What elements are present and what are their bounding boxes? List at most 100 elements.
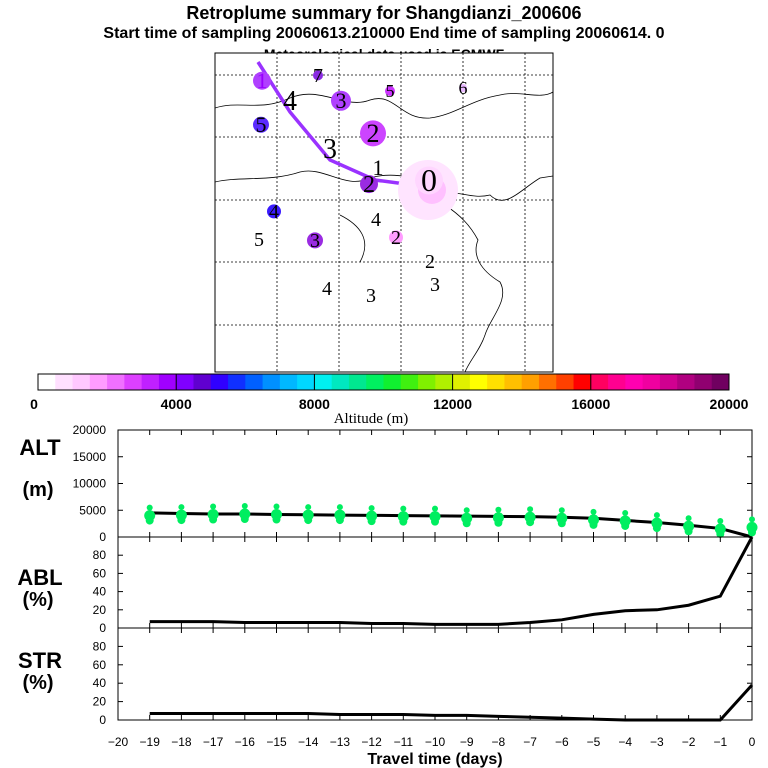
plume-marker-dot [360, 175, 378, 194]
x-tick-label: −4 [618, 735, 632, 749]
colorbar-swatch [538, 374, 557, 390]
coastline [444, 204, 504, 373]
y-axis-label: (%) [22, 589, 53, 611]
altitude-plume-dot [177, 516, 186, 525]
colorbar-swatch [573, 374, 592, 390]
y-axis-label: (m) [22, 479, 53, 501]
plume-day-label: 3 [310, 230, 320, 252]
x-tick-label: −10 [425, 735, 446, 749]
sampling-time-line: Start time of sampling 20060613.210000 E… [103, 25, 665, 42]
plume-marker-dot [331, 90, 351, 111]
colorbar-swatch [694, 374, 713, 390]
plume-marker-dot [389, 230, 403, 245]
altitude-plume-dot [210, 503, 217, 510]
plume-marker-dot [313, 70, 323, 81]
colorbar-swatch [107, 374, 125, 390]
plume-day-label: 2 [363, 172, 375, 198]
altitude-plume-dot [399, 517, 408, 526]
altitude-plume-dot [589, 520, 598, 529]
x-tick-label: −20 [108, 735, 129, 749]
coastline [499, 91, 554, 96]
colorbar-swatch [625, 374, 644, 390]
plume-day-label: 3 [430, 274, 440, 296]
x-tick-label: −2 [682, 735, 696, 749]
colorbar-swatch [72, 374, 91, 390]
x-tick-label: −6 [555, 735, 569, 749]
colorbar-tick-label: 20000 [710, 396, 749, 412]
plume-marker-dot [459, 84, 467, 93]
y-axis-label: (%) [22, 672, 53, 694]
plume-day-label: 2 [391, 227, 401, 249]
altitude-plume-dot [305, 504, 312, 511]
altitude-plume-dot [240, 514, 249, 523]
y-axis-label: STR [18, 648, 62, 673]
y-tick-label: 20000 [73, 423, 107, 437]
plume-day-label: 1 [373, 155, 384, 180]
plume-trajectory [256, 61, 429, 189]
x-tick-label: −15 [266, 735, 287, 749]
altitude-plume-dot [241, 502, 248, 509]
plume-day-label: 5 [386, 81, 395, 101]
altitude-plume-dot [526, 518, 535, 527]
x-axis-label: Travel time (days) [367, 751, 502, 768]
altitude-plume-dot [684, 527, 693, 536]
colorbar-swatch [452, 374, 471, 390]
plume-day-label: 5 [256, 112, 267, 137]
y-axis-label: ALT [19, 435, 61, 460]
altitude-plume-dot [685, 515, 692, 522]
colorbar-swatch [400, 374, 419, 390]
colorbar-swatch [314, 374, 333, 390]
x-tick-label: −11 [394, 735, 414, 749]
plume-day-label: 2 [367, 119, 380, 148]
colorbar-title: Altitude (m) [334, 411, 409, 427]
colorbar-swatch [487, 374, 505, 390]
altitude-plume-dot [622, 509, 629, 516]
plume-day-label: 4 [269, 201, 279, 223]
altitude-plume-dot [748, 528, 756, 537]
altitude-plume-dot [400, 505, 407, 512]
x-tick-label: −13 [330, 735, 351, 749]
plume-marker-dot [253, 116, 269, 133]
colorbar-swatch [262, 374, 281, 390]
colorbar-swatch [521, 374, 540, 390]
plume-day-label: 3 [323, 134, 337, 165]
y-tick-label: 20 [93, 695, 107, 709]
colorbar-swatch [193, 374, 212, 390]
altitude-plume-dot [621, 521, 630, 530]
x-tick-label: −1 [713, 735, 727, 749]
colorbar-swatch [297, 374, 315, 390]
altitude-plume-dot [527, 506, 534, 513]
plume-marker-dot [253, 71, 271, 90]
colorbar-swatch [590, 374, 609, 390]
altitude-plume-dot [462, 519, 471, 528]
chart-title: Retroplume summary for Shangdianzi_20060… [186, 3, 582, 23]
colorbar-swatch [418, 374, 436, 390]
plume-marker-dot [415, 166, 443, 195]
y-tick-label: 80 [93, 639, 107, 653]
altitude-plume-dot [272, 515, 281, 524]
colorbar-swatch [38, 374, 56, 390]
altitude-plume-dot [304, 516, 313, 525]
plume-marker-dot [385, 86, 395, 97]
altitude-plume-dot [368, 505, 375, 512]
x-tick-label: −9 [460, 735, 474, 749]
x-tick-label: −19 [140, 735, 161, 749]
colorbar-swatch [124, 374, 143, 390]
colorbar-swatch [556, 374, 575, 390]
colorbar-swatch [228, 374, 246, 390]
plume-day-label: 4 [371, 209, 381, 231]
plume-day-label: 4 [322, 278, 332, 300]
colorbar-swatch [711, 374, 730, 390]
x-tick-label: −17 [203, 735, 224, 749]
altitude-plume-dot [495, 506, 502, 513]
altitude-plume-dot [432, 505, 438, 512]
y-tick-label: 40 [93, 585, 107, 599]
plume-day-label: 0 [421, 162, 437, 198]
altitude-plume-dot [335, 516, 344, 525]
altitude-plume-dot [653, 512, 660, 519]
colorbar-swatch [89, 374, 108, 390]
altitude-plume-dot [145, 516, 154, 525]
plume-day-label: 6 [459, 78, 468, 98]
